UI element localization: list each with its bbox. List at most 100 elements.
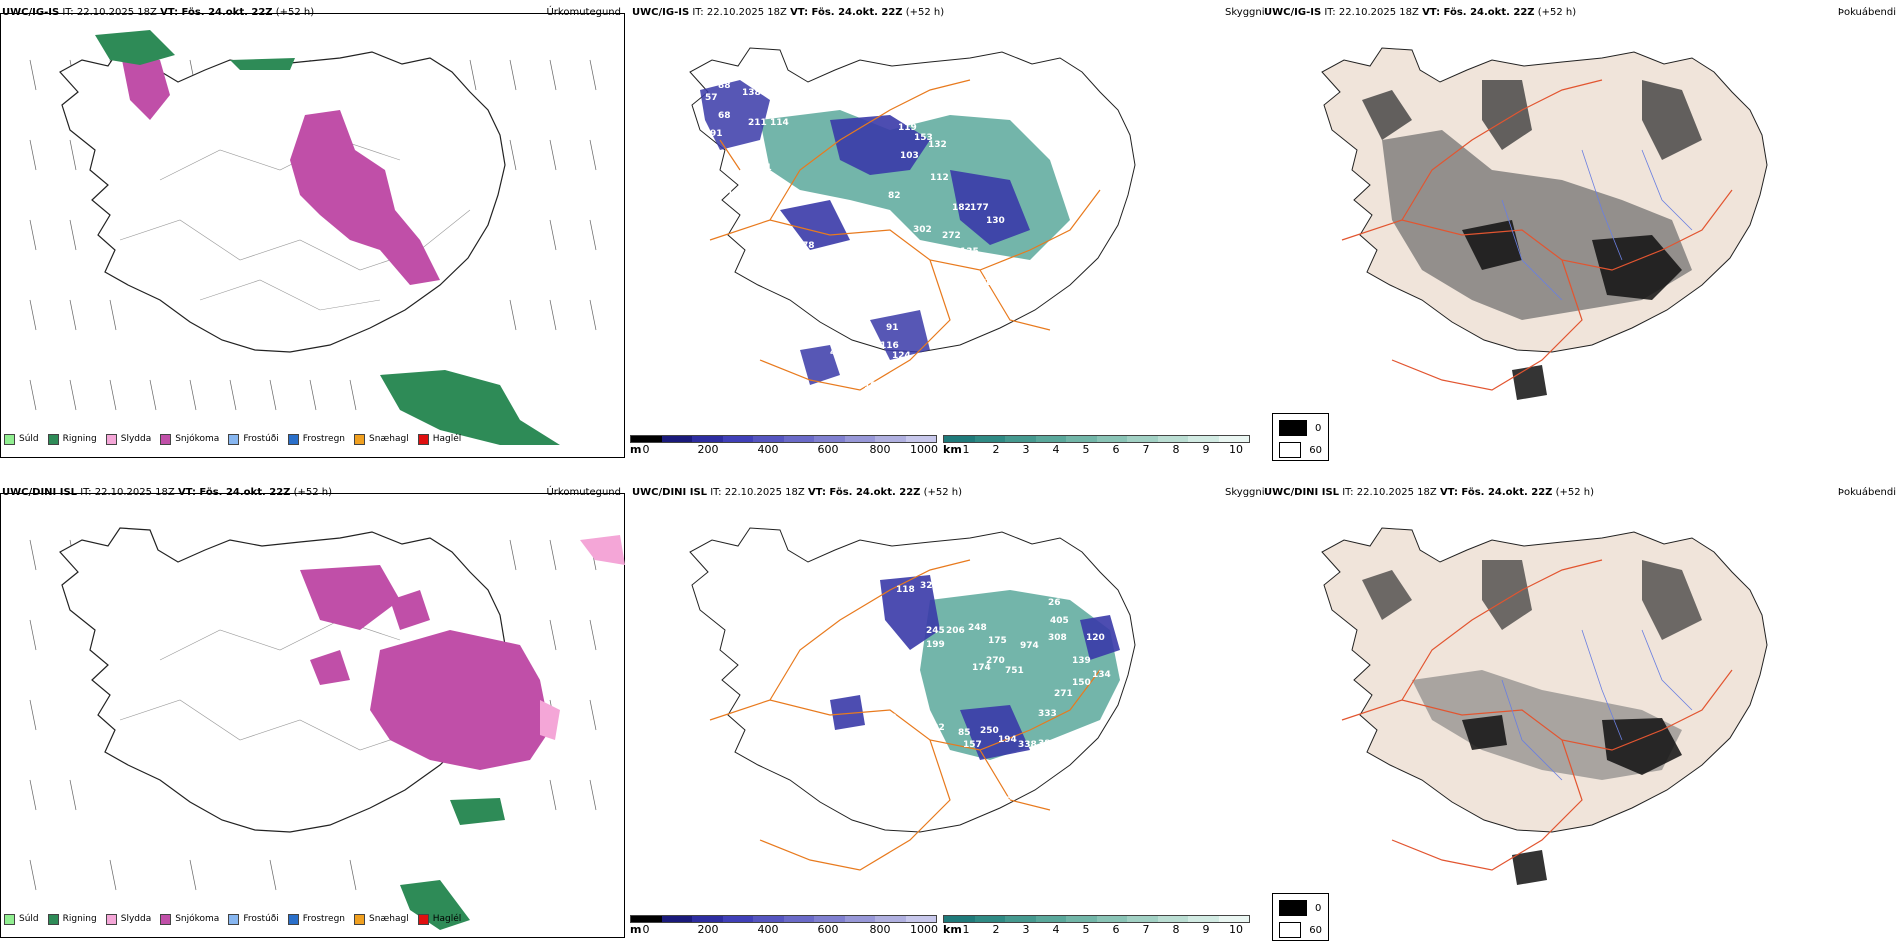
km-tick: 9 (1202, 443, 1210, 456)
legend-label: Frostúði (243, 914, 279, 924)
legend-item: Snæhagl (354, 433, 409, 445)
fog-legend-label: 0 (1315, 422, 1322, 434)
colorbar-segment (905, 436, 936, 442)
vis-m-area (830, 575, 1120, 760)
coastline (59, 47, 506, 353)
legend-swatch (160, 433, 172, 445)
km-colorbar (943, 915, 1250, 923)
legend-item: Rigning (47, 433, 97, 445)
colorbar-segment (661, 916, 692, 922)
colorbar-segment (905, 916, 936, 922)
vis-label: 111 (972, 278, 991, 288)
vis-label: 112 (930, 173, 949, 183)
km-tick: 4 (1052, 923, 1060, 936)
lead-time: (+52 h) (275, 7, 315, 18)
fog-legend-row: 0 (1279, 420, 1322, 436)
vis-label: 100 (864, 381, 883, 391)
vis-label: 116 (880, 341, 899, 351)
valid-time: VT: Fös. 24.okt. 22Z (177, 487, 291, 498)
fog-legend-row: 60 (1279, 442, 1322, 458)
m-tick: 0 (642, 443, 650, 456)
vis-label: 117 (1098, 158, 1117, 168)
model-name: UWC/DINI ISL (1264, 487, 1340, 498)
rain-area (400, 798, 505, 930)
vis-label: 131 (776, 226, 795, 236)
vis-label: 102 (727, 190, 746, 200)
colorbar-segment (692, 916, 723, 922)
vis-label: 129 (878, 713, 897, 723)
legend-item: Slydda (105, 433, 151, 445)
legend-item: Snjókoma (160, 433, 220, 445)
m-tick: 1000 (910, 443, 938, 456)
vis-label: 153 (914, 133, 933, 143)
legend-swatch (4, 433, 15, 445)
km-tick: 10 (1229, 443, 1243, 456)
vis-label: 206 (946, 626, 965, 636)
vis-label: 463 (1056, 749, 1075, 759)
legend-swatch (105, 433, 117, 445)
m-tick: 400 (757, 443, 779, 456)
fog-legend-label: 60 (1309, 444, 1322, 456)
legend-swatch (4, 913, 15, 925)
ptype-legend: Súld Rigning Slydda Snjókoma Frostúði Fr… (4, 909, 461, 929)
init-time: IT: 22.10.2025 18Z (692, 7, 787, 18)
fog-dense-area (1462, 715, 1682, 885)
panel-header: UWC/IG-IS IT: 22.10.2025 18Z VT: Fös. 24… (632, 7, 944, 18)
valid-time: VT: Fös. 24.okt. 22Z (807, 487, 921, 498)
km-tick: 7 (1142, 443, 1150, 456)
ptype-map (29, 30, 597, 445)
fog-panel-top: UWC/IG-IS IT: 22.10.2025 18Z VT: Fös. 24… (1262, 0, 1900, 461)
snow-area-n (300, 565, 430, 685)
legend-label: Haglél (432, 914, 462, 924)
legend-swatch (105, 913, 117, 925)
vis-label: 82 (888, 191, 901, 201)
colorbar-segment (974, 916, 1005, 922)
colorbar-segment (1188, 916, 1219, 922)
km-tick: 8 (1172, 443, 1180, 456)
colorbar-segment (1096, 436, 1127, 442)
legend-label: Slydda (120, 914, 152, 924)
colorbar-segment (722, 916, 753, 922)
lead-time: (+52 h) (1537, 7, 1577, 18)
vis-label: 109 (896, 263, 915, 273)
vis-label: 177 (970, 203, 989, 213)
vis-label: 150 (1072, 678, 1091, 688)
vis-label: 105 (992, 796, 1011, 806)
vis-label: 132 (928, 140, 947, 150)
legend-item: Frostúði (228, 913, 279, 925)
init-time: IT: 22.10.2025 18Z (80, 487, 175, 498)
vis-label: 139 (1072, 656, 1091, 666)
vis-label: 308 (1048, 633, 1067, 643)
vis-label: 90 (852, 353, 865, 363)
vis-label: 175 (988, 636, 1007, 646)
vis-label: 245 (926, 626, 945, 636)
colorbar-segment (974, 436, 1005, 442)
legend-label: Snæhagl (369, 914, 409, 924)
valid-time: VT: Fös. 24.okt. 22Z (160, 7, 273, 18)
map-frame (0, 13, 625, 458)
legend-item: Slydda (105, 913, 152, 925)
legend-item: Snæhagl (354, 913, 409, 925)
legend-swatch (47, 433, 59, 445)
colorbar-segment (875, 436, 906, 442)
legend-item: Haglél (417, 913, 462, 925)
colorbar-segment (1066, 916, 1097, 922)
rivers (1501, 149, 1693, 301)
sleet-area (540, 535, 625, 740)
colorbar-segment (661, 436, 692, 442)
vis-label: 271 (1054, 689, 1073, 699)
lead-time: (+52 h) (1555, 487, 1595, 498)
vis-label: 134 (1092, 670, 1111, 680)
vis-label: 12 (928, 854, 941, 864)
legend-swatch (160, 913, 172, 925)
valid-time: VT: Fös. 24.okt. 22Z (1422, 7, 1535, 18)
vis-label: 91 (886, 323, 899, 333)
vis-label: 88 (718, 81, 731, 91)
m-colorbar (630, 435, 937, 443)
colorbar-segment (1157, 916, 1188, 922)
vis-label: 68 (718, 111, 731, 121)
vis-label: 121 (995, 265, 1014, 275)
legend-label: Snjókoma (175, 434, 220, 444)
fog-ridge-area (1362, 80, 1702, 160)
vis-label: 61 (811, 261, 824, 271)
